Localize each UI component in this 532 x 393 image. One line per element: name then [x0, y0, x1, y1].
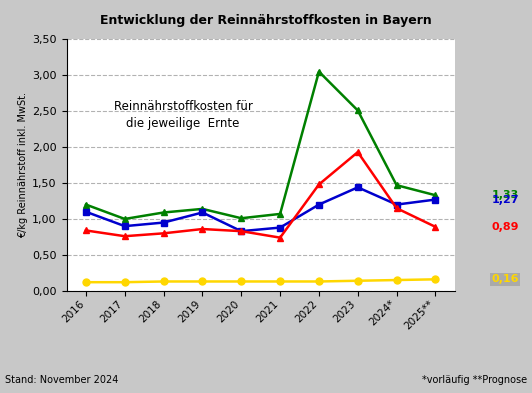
Text: 0,89: 0,89	[491, 222, 519, 232]
P2O5	[121, 224, 128, 228]
P2O5	[238, 229, 245, 233]
K2O	[354, 150, 361, 154]
K2O	[316, 182, 322, 187]
Text: Entwicklung der Reinnährstoffkosten in Bayern: Entwicklung der Reinnährstoffkosten in B…	[100, 14, 432, 27]
N	[316, 69, 322, 74]
Text: 1,27: 1,27	[491, 195, 519, 204]
CaO	[199, 279, 205, 284]
Text: Reinnährstoffkosten für
die jeweilige  Ernte: Reinnährstoffkosten für die jeweilige Er…	[113, 100, 253, 130]
K2O	[199, 227, 205, 231]
P2O5	[354, 185, 361, 190]
K2O	[83, 228, 89, 233]
CaO	[161, 279, 167, 284]
Text: Stand: November 2024: Stand: November 2024	[5, 375, 119, 385]
Text: 0,16: 0,16	[491, 274, 519, 284]
CaO	[316, 279, 322, 284]
K2O	[121, 234, 128, 239]
Line: N: N	[82, 68, 439, 222]
Line: K2O: K2O	[82, 149, 439, 241]
K2O	[433, 224, 439, 229]
N	[238, 216, 245, 220]
Text: 1,33: 1,33	[492, 190, 519, 200]
Line: CaO: CaO	[82, 276, 439, 286]
CaO	[433, 277, 439, 282]
N	[161, 210, 167, 215]
CaO	[354, 278, 361, 283]
N	[121, 217, 128, 221]
N	[394, 183, 400, 187]
Y-axis label: €/kg Reinnährstoff inkl. MwSt.: €/kg Reinnährstoff inkl. MwSt.	[18, 92, 28, 238]
P2O5	[83, 209, 89, 214]
Text: *vorläufig **Prognose: *vorläufig **Prognose	[421, 375, 527, 385]
N	[433, 193, 439, 198]
CaO	[277, 279, 284, 284]
CaO	[394, 278, 400, 283]
K2O	[394, 206, 400, 211]
N	[83, 202, 89, 207]
K2O	[238, 229, 245, 233]
K2O	[277, 235, 284, 240]
P2O5	[433, 197, 439, 202]
P2O5	[394, 202, 400, 207]
K2O	[161, 231, 167, 236]
N	[277, 211, 284, 216]
CaO	[83, 280, 89, 285]
P2O5	[161, 220, 167, 225]
N	[199, 207, 205, 211]
CaO	[121, 280, 128, 285]
P2O5	[277, 225, 284, 230]
CaO	[238, 279, 245, 284]
N	[354, 108, 361, 113]
P2O5	[316, 202, 322, 207]
Line: P2O5: P2O5	[82, 184, 439, 235]
P2O5	[199, 210, 205, 215]
